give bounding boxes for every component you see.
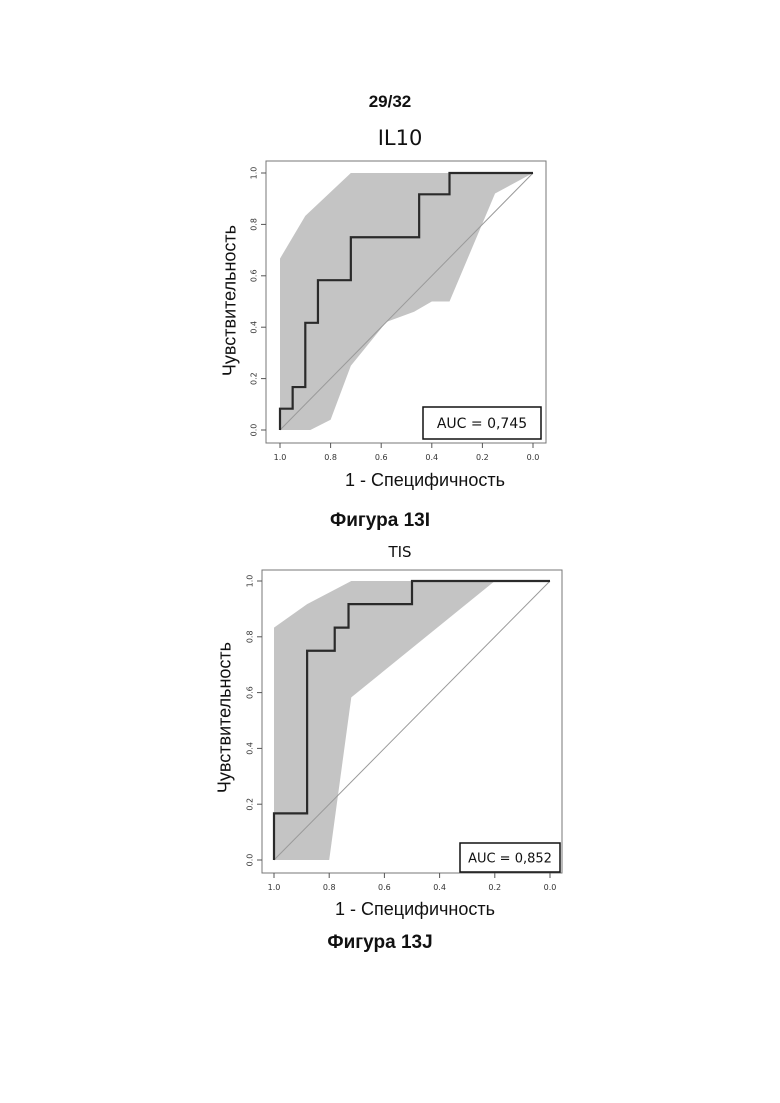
y-tick-label: 0.2 [246,798,255,811]
x-tick-label: 0.8 [323,883,336,892]
y-tick-label: 0.0 [246,854,255,867]
x-tick-label: 1.0 [268,883,281,892]
x-tick-label: 0.4 [433,883,446,892]
y-tick-label: 1.0 [246,575,255,588]
x-tick-label: 0.2 [488,883,501,892]
auc-label: AUC = 0,852 [468,852,552,867]
x-tick-label: 0.0 [544,883,557,892]
y-tick-label: 0.8 [246,630,255,643]
x-tick-label: 0.6 [378,883,391,892]
figure-caption: Фигура 13J [230,932,530,954]
y-axis-label: Чувствительность [215,588,236,848]
y-tick-label: 0.4 [246,742,255,755]
x-axis-label: 1 - Специфичность [250,899,580,920]
y-tick-label: 0.6 [246,686,255,699]
